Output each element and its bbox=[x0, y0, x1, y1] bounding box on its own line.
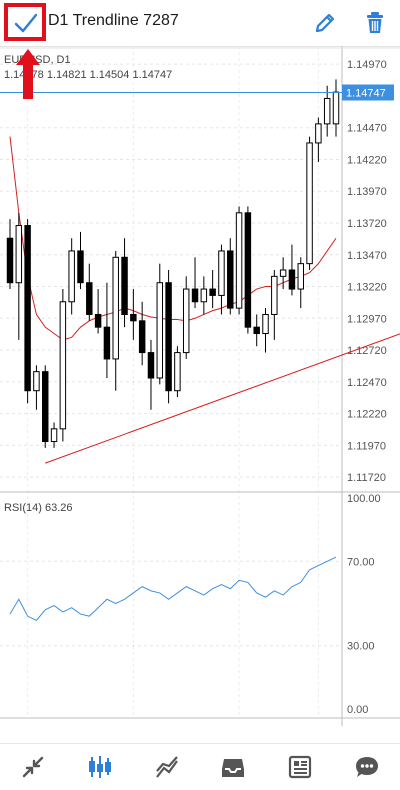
candle-body bbox=[253, 326, 260, 335]
candle-body bbox=[200, 288, 208, 303]
candle-body bbox=[235, 212, 243, 309]
nav-news[interactable] bbox=[280, 747, 320, 787]
price-tick-label: 1.12970 bbox=[347, 313, 387, 325]
price-chart[interactable]: EURUSD, D1 1.14478 1.14821 1.14504 1.147… bbox=[0, 46, 400, 740]
candle-body bbox=[59, 301, 67, 430]
candlestick-icon bbox=[88, 756, 111, 778]
candle-body bbox=[77, 250, 84, 284]
candle-body bbox=[191, 288, 199, 303]
candle-body bbox=[315, 123, 322, 144]
quotes-arrows-icon bbox=[23, 756, 44, 778]
nav-history[interactable] bbox=[213, 747, 253, 787]
candle-body bbox=[6, 237, 14, 284]
candle-body bbox=[147, 352, 155, 379]
candle-body bbox=[156, 282, 164, 379]
bottom-nav bbox=[0, 743, 400, 790]
nav-chart[interactable] bbox=[80, 747, 120, 787]
candle-body bbox=[244, 212, 252, 328]
price-tick-label: 1.13470 bbox=[347, 250, 387, 262]
moving-average-line bbox=[9, 136, 337, 341]
rsi-tick-label: 30.00 bbox=[347, 641, 375, 653]
ohlc-label: 1.14478 1.14821 1.14504 1.14747 bbox=[4, 69, 172, 81]
candle-body bbox=[306, 142, 313, 265]
price-tick-label: 1.14470 bbox=[347, 123, 387, 135]
price-tick-label: 1.14970 bbox=[347, 59, 387, 71]
candle-body bbox=[138, 320, 146, 354]
candle-body bbox=[288, 269, 296, 290]
edit-button[interactable] bbox=[310, 8, 340, 38]
candle-body bbox=[165, 282, 172, 392]
chart-area[interactable]: EURUSD, D1 1.14478 1.14821 1.14504 1.147… bbox=[0, 46, 400, 740]
top-bar: D1 Trendline 7287 bbox=[0, 0, 400, 47]
candle-body bbox=[103, 326, 111, 360]
candle-body bbox=[218, 250, 225, 296]
price-tick-label: 1.14220 bbox=[347, 154, 387, 166]
delete-button[interactable] bbox=[360, 8, 390, 38]
confirm-button[interactable] bbox=[4, 3, 46, 41]
chat-bubble-icon bbox=[355, 757, 378, 777]
candle-body bbox=[42, 371, 49, 443]
nav-trade[interactable] bbox=[147, 747, 187, 787]
trend-chart-icon bbox=[155, 756, 178, 778]
nav-chat[interactable] bbox=[347, 747, 387, 787]
nav-quotes[interactable] bbox=[13, 747, 53, 787]
up-arrow-annotation bbox=[16, 49, 40, 99]
candle-body bbox=[33, 371, 40, 392]
candle-body bbox=[15, 225, 23, 284]
rsi-tick-label: 100.00 bbox=[347, 493, 381, 505]
trendline bbox=[45, 333, 400, 464]
current-price-badge bbox=[342, 84, 394, 101]
candle-body bbox=[121, 256, 128, 315]
price-tick-label: 1.13220 bbox=[347, 282, 387, 294]
trash-icon bbox=[367, 12, 383, 33]
price-tick-label: 1.11970 bbox=[347, 440, 386, 452]
candle-body bbox=[24, 225, 31, 392]
rsi-tick-label: 0.00 bbox=[347, 704, 368, 716]
candle-body bbox=[112, 256, 119, 360]
rsi-line bbox=[9, 556, 337, 621]
candle-body bbox=[262, 313, 269, 335]
candle-body bbox=[227, 250, 234, 309]
candle-body bbox=[323, 97, 331, 125]
news-icon bbox=[288, 755, 312, 779]
price-tick-label: 1.13970 bbox=[347, 186, 387, 198]
candle-body bbox=[68, 250, 75, 303]
rsi-tick-label: 70.00 bbox=[347, 556, 375, 568]
object-title: D1 Trendline 7287 bbox=[48, 12, 179, 29]
candle-body bbox=[94, 313, 102, 328]
price-tick-label: 1.12470 bbox=[347, 377, 387, 389]
checkmark-icon bbox=[14, 13, 38, 33]
rsi-label: RSI(14) 63.26 bbox=[4, 502, 72, 514]
candle-body bbox=[209, 288, 216, 296]
current-price-label: 1.14747 bbox=[346, 87, 386, 99]
candle-body bbox=[174, 352, 181, 392]
candle-body bbox=[332, 91, 340, 125]
candle-body bbox=[130, 313, 137, 322]
candle-body bbox=[279, 269, 287, 277]
candle-body bbox=[297, 263, 304, 290]
candle-body bbox=[86, 282, 93, 315]
price-tick-label: 1.11720 bbox=[347, 472, 386, 484]
price-tick-label: 1.13720 bbox=[347, 218, 387, 230]
pencil-icon bbox=[315, 13, 335, 33]
candle-body bbox=[50, 428, 58, 443]
candle-body bbox=[271, 275, 278, 315]
price-tick-label: 1.12720 bbox=[347, 345, 387, 357]
candle-body bbox=[182, 288, 190, 354]
inbox-icon bbox=[222, 759, 245, 777]
price-tick-label: 1.12220 bbox=[347, 409, 387, 421]
